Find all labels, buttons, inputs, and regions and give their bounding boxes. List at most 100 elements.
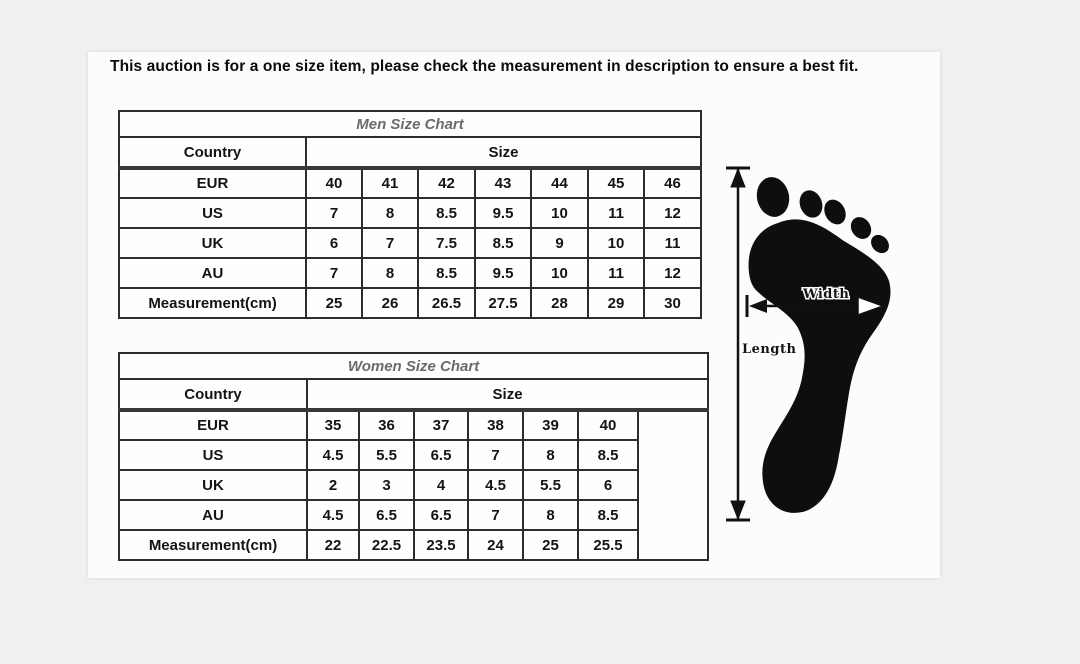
men-us-value: 8 bbox=[361, 197, 419, 229]
women-us-value: 7 bbox=[467, 439, 524, 471]
women-eur-value: 38 bbox=[467, 409, 524, 441]
women-size-header: Size bbox=[305, 378, 710, 412]
auction-notice-text: This auction is for a one size item, ple… bbox=[110, 58, 859, 75]
men-eur-value: 41 bbox=[361, 167, 419, 199]
foot-measurement-diagram: Length Width bbox=[718, 155, 943, 550]
women-au-label: AU bbox=[118, 499, 308, 531]
men-country-header: Country bbox=[118, 136, 307, 170]
women-au-value: 6.5 bbox=[413, 499, 469, 531]
men-chart-header-row: Country Size bbox=[118, 136, 703, 170]
length-arrow bbox=[726, 166, 750, 522]
men-measurement-value: 26.5 bbox=[417, 287, 476, 319]
men-au-value: 11 bbox=[587, 257, 645, 289]
men-eur-value: 46 bbox=[642, 167, 703, 199]
women-us-label: US bbox=[118, 439, 308, 471]
men-uk-value: 6 bbox=[305, 227, 363, 259]
men-eur-value: 43 bbox=[474, 167, 532, 199]
women-eur-value: 36 bbox=[358, 409, 415, 441]
men-au-value: 8 bbox=[361, 257, 419, 289]
women-au-value: 4.5 bbox=[306, 499, 360, 531]
women-uk-value: 5.5 bbox=[522, 469, 579, 501]
men-measurement-value: 30 bbox=[642, 287, 703, 319]
men-chart-title-row: Men Size Chart bbox=[117, 110, 703, 138]
men-us-value: 12 bbox=[642, 197, 703, 229]
men-measurement-value: 28 bbox=[530, 287, 589, 319]
men-chart-title: Men Size Chart bbox=[117, 110, 703, 138]
women-eur-label: EUR bbox=[118, 409, 308, 441]
women-us-value: 8.5 bbox=[577, 439, 639, 471]
women-au-value: 8 bbox=[522, 499, 579, 531]
men-measurement-value: 25 bbox=[305, 287, 363, 319]
women-us-value: 6.5 bbox=[413, 439, 469, 471]
women-chart-title-row: Women Size Chart bbox=[117, 352, 710, 380]
women-uk-value: 4 bbox=[413, 469, 469, 501]
men-uk-value: 7 bbox=[361, 227, 419, 259]
men-uk-value: 8.5 bbox=[474, 227, 532, 259]
men-size-header: Size bbox=[304, 136, 703, 170]
women-eur-row: EUR 35 36 37 38 39 40 bbox=[118, 409, 710, 561]
women-measurement-label: Measurement(cm) bbox=[118, 529, 308, 561]
men-measurement-value: 29 bbox=[587, 287, 645, 319]
men-us-value: 7 bbox=[305, 197, 363, 229]
women-eur-value: 35 bbox=[306, 409, 360, 441]
length-label: Length bbox=[742, 342, 796, 357]
women-uk-value: 3 bbox=[358, 469, 415, 501]
women-eur-value: 37 bbox=[413, 409, 469, 441]
women-measurement-value: 23.5 bbox=[413, 529, 469, 561]
women-eur-value: 39 bbox=[522, 409, 579, 441]
men-measurement-label: Measurement(cm) bbox=[118, 287, 307, 319]
women-us-value: 4.5 bbox=[306, 439, 360, 471]
men-au-row: AU 7 8 8.5 9.5 10 11 12 bbox=[118, 257, 703, 289]
men-eur-value: 44 bbox=[530, 167, 589, 199]
women-au-value: 7 bbox=[467, 499, 524, 531]
men-measurement-value: 26 bbox=[361, 287, 419, 319]
men-uk-value: 10 bbox=[587, 227, 645, 259]
women-measurement-value: 22 bbox=[306, 529, 360, 561]
women-measurement-value: 22.5 bbox=[358, 529, 415, 561]
men-us-value: 9.5 bbox=[474, 197, 532, 229]
men-uk-value: 7.5 bbox=[417, 227, 476, 259]
width-label: Width bbox=[802, 287, 849, 302]
women-us-value: 8 bbox=[522, 439, 579, 471]
men-eur-value: 42 bbox=[417, 167, 476, 199]
women-au-row: AU 4.5 6.5 6.5 7 8 8.5 bbox=[118, 499, 708, 531]
men-au-value: 12 bbox=[642, 257, 703, 289]
women-au-value: 8.5 bbox=[577, 499, 639, 531]
women-au-value: 6.5 bbox=[358, 499, 415, 531]
women-uk-label: UK bbox=[118, 469, 308, 501]
men-us-value: 10 bbox=[530, 197, 589, 229]
women-measurement-value: 25.5 bbox=[577, 529, 639, 561]
men-us-value: 8.5 bbox=[417, 197, 476, 229]
men-eur-value: 45 bbox=[587, 167, 645, 199]
men-measurement-value: 27.5 bbox=[474, 287, 532, 319]
women-us-row: US 4.5 5.5 6.5 7 8 8.5 bbox=[118, 439, 708, 471]
men-uk-value: 9 bbox=[530, 227, 589, 259]
men-us-label: US bbox=[118, 197, 307, 229]
men-measurement-row: Measurement(cm) 25 26 26.5 27.5 28 29 30 bbox=[118, 287, 703, 319]
men-eur-value: 40 bbox=[305, 167, 363, 199]
men-us-value: 11 bbox=[587, 197, 645, 229]
men-uk-row: UK 6 7 7.5 8.5 9 10 11 bbox=[118, 227, 703, 259]
men-eur-label: EUR bbox=[118, 167, 307, 199]
men-us-row: US 7 8 8.5 9.5 10 11 12 bbox=[118, 197, 703, 229]
men-au-value: 10 bbox=[530, 257, 589, 289]
women-uk-row: UK 2 3 4 4.5 5.5 6 bbox=[118, 469, 708, 501]
men-au-value: 9.5 bbox=[474, 257, 532, 289]
men-eur-row: EUR 40 41 42 43 44 45 46 bbox=[118, 167, 703, 199]
men-au-label: AU bbox=[118, 257, 307, 289]
women-measurement-row: Measurement(cm) 22 22.5 23.5 24 25 25.5 bbox=[118, 529, 708, 561]
women-size-chart-table: Women Size Chart Country Size EUR 35 36 … bbox=[117, 352, 710, 561]
footprint-icon bbox=[748, 177, 891, 513]
women-chart-empty-column bbox=[636, 409, 710, 561]
women-uk-value: 6 bbox=[577, 469, 639, 501]
women-chart-header-row: Country Size bbox=[118, 378, 710, 412]
men-size-chart-table: Men Size Chart Country Size EUR 40 41 42… bbox=[117, 110, 703, 319]
width-arrow bbox=[745, 295, 886, 317]
size-chart-panel: This auction is for a one size item, ple… bbox=[88, 52, 940, 578]
women-uk-value: 2 bbox=[306, 469, 360, 501]
women-eur-value: 40 bbox=[577, 409, 639, 441]
women-chart-title: Women Size Chart bbox=[117, 352, 710, 380]
women-measurement-value: 25 bbox=[522, 529, 579, 561]
men-au-value: 8.5 bbox=[417, 257, 476, 289]
women-us-value: 5.5 bbox=[358, 439, 415, 471]
